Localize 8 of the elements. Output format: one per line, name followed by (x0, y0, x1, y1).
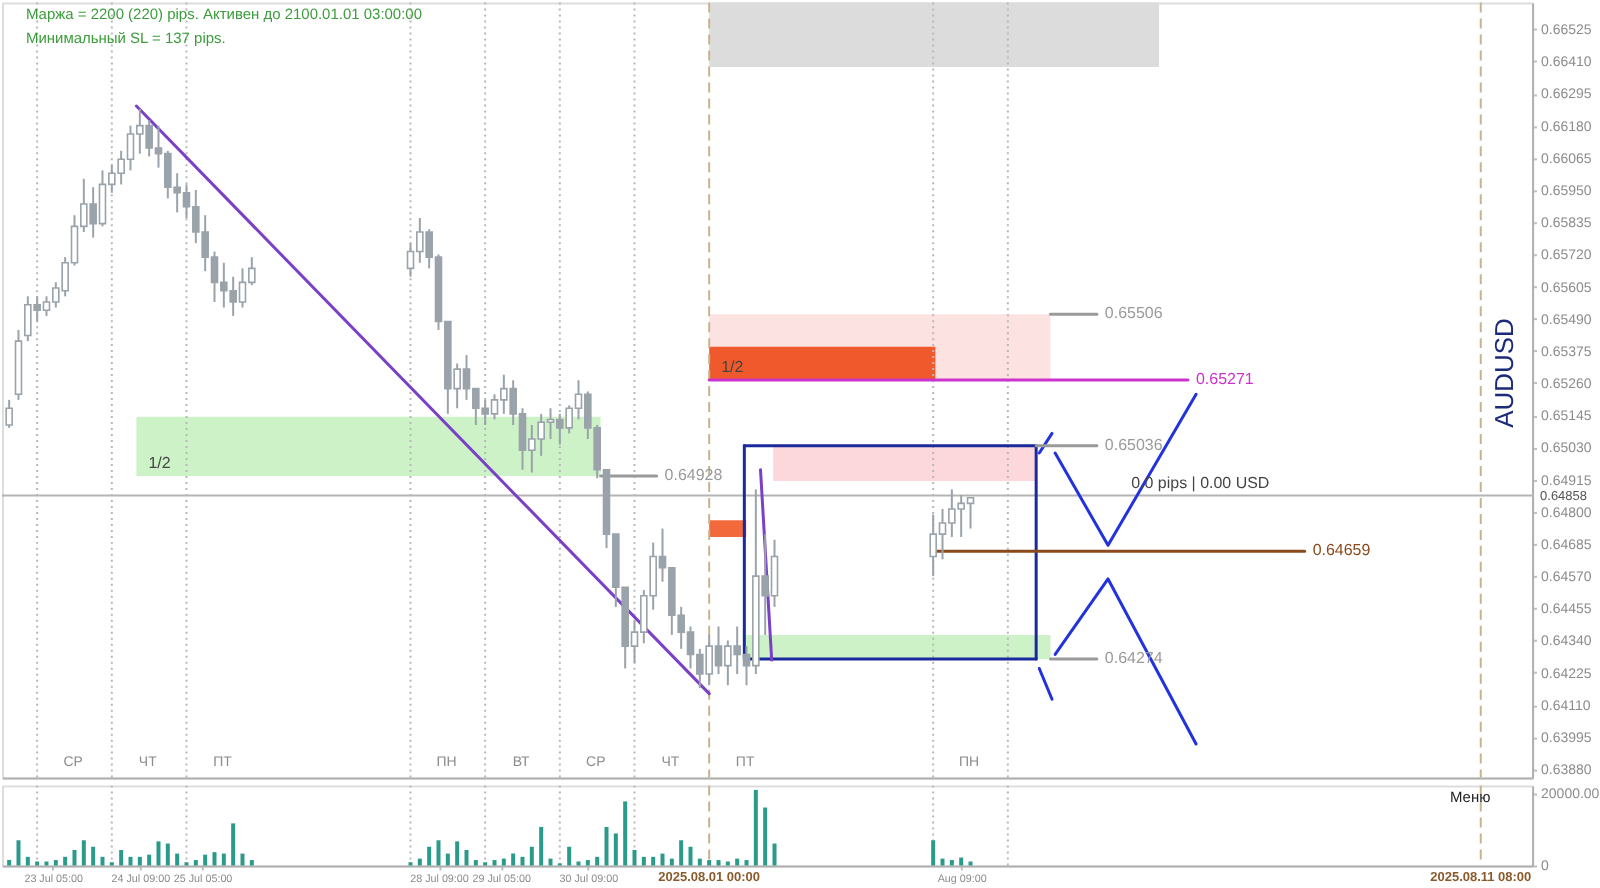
series-label: 0.64659 (1312, 541, 1372, 560)
series-label: 0.65506 (1104, 304, 1164, 323)
series-label: 0.64928 (664, 465, 724, 484)
annotation: 1/2 (721, 358, 745, 376)
y-axis-title: AUDUSD (1489, 318, 1520, 428)
series-label: 0.65271 (1195, 369, 1255, 388)
annotation: 1/2 (148, 453, 172, 472)
series-label: 0.65036 (1104, 435, 1164, 454)
